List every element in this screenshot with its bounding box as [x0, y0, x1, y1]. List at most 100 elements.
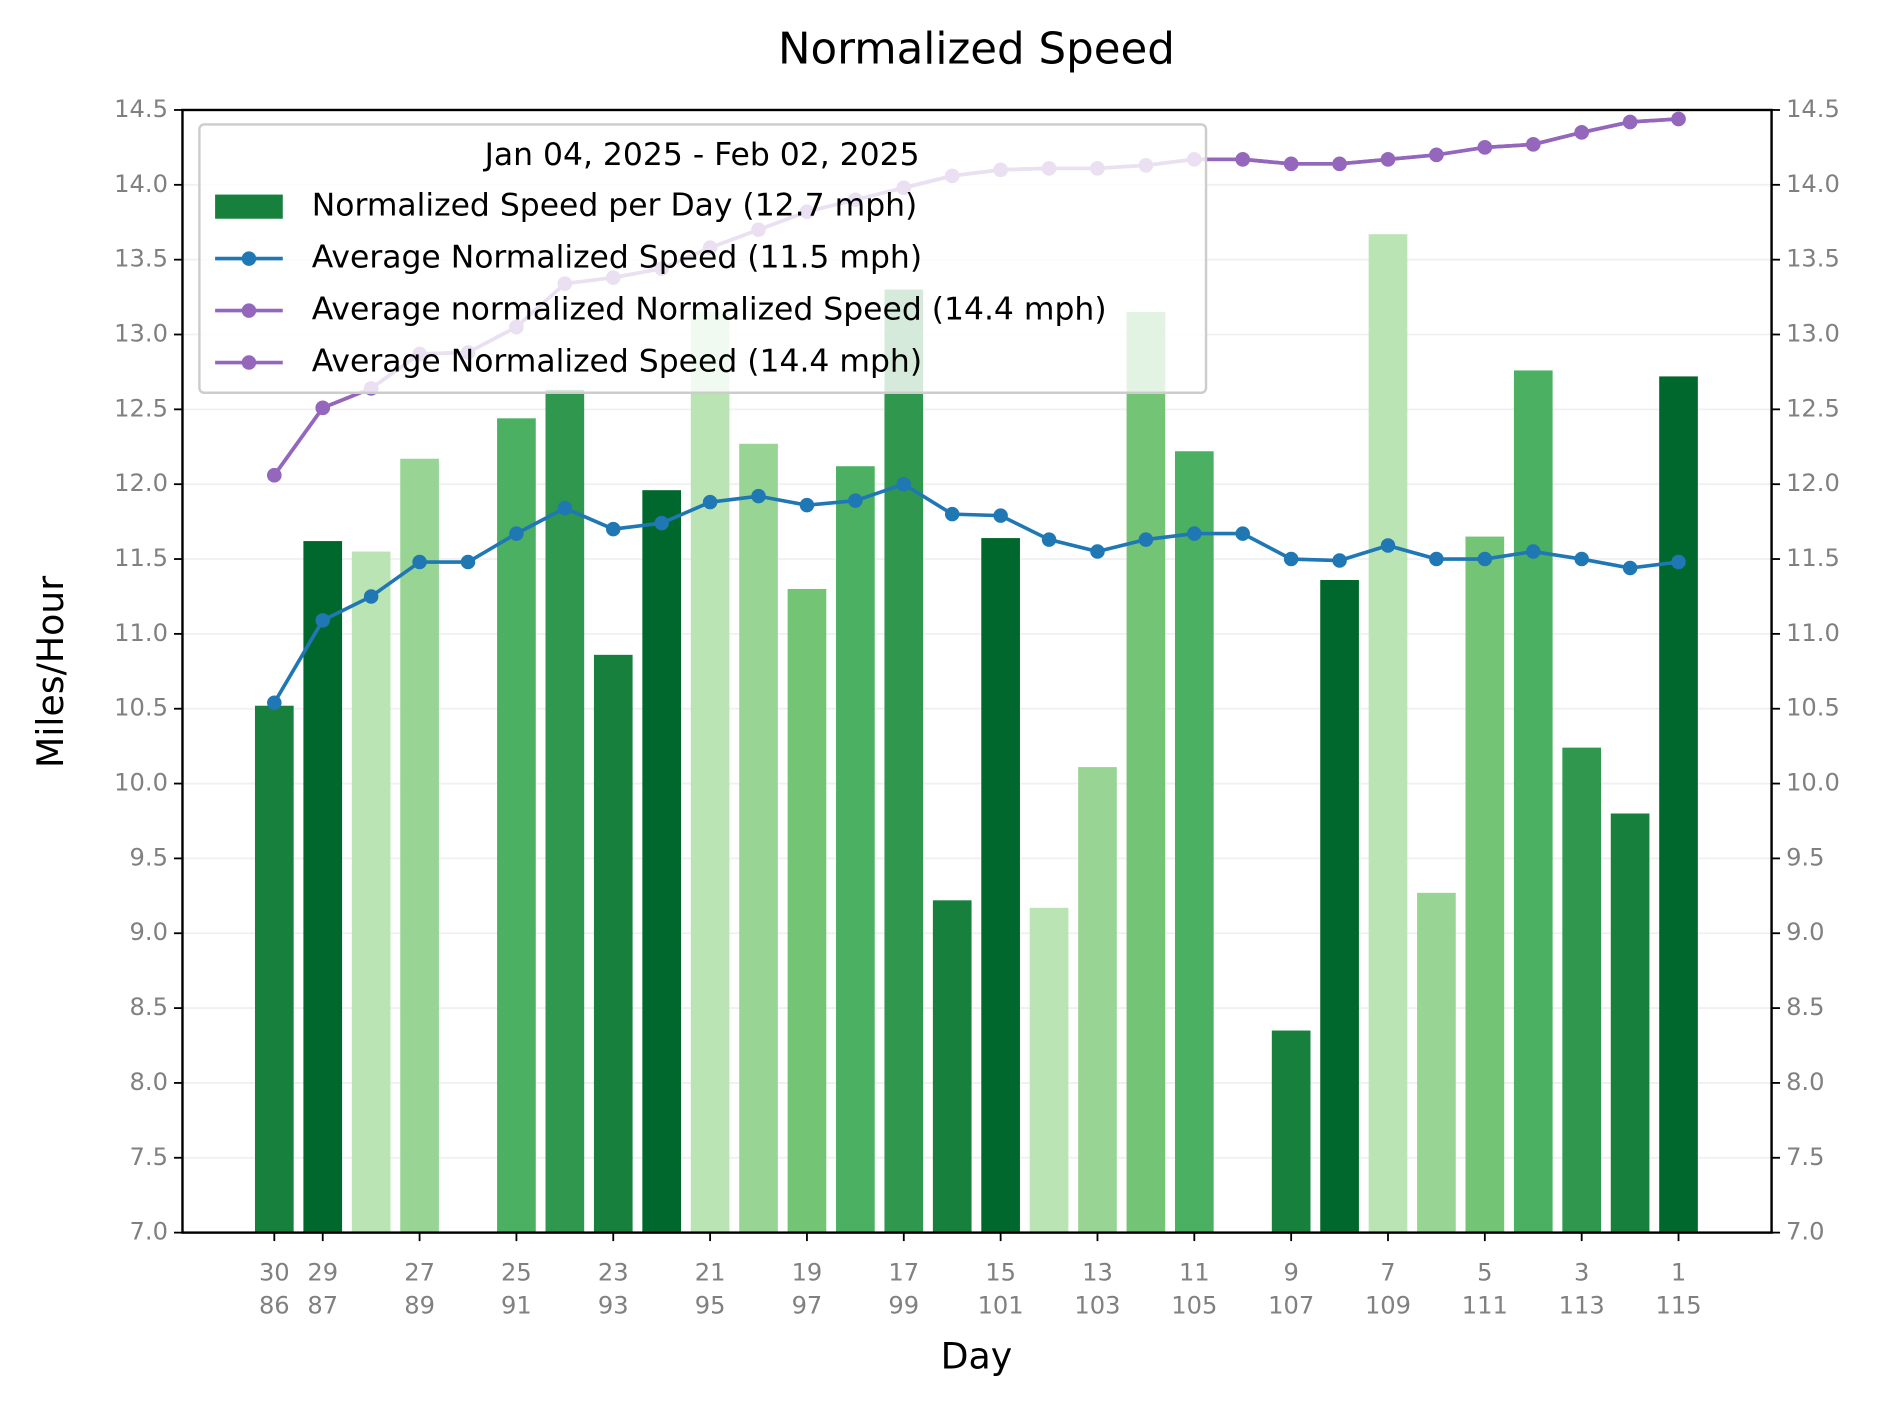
bar	[932, 900, 972, 1233]
line-marker	[557, 500, 573, 516]
y2-tick-label: 10.5	[1786, 694, 1840, 722]
line-marker	[1283, 156, 1299, 172]
x-tick-label: 97	[792, 1291, 823, 1319]
y-tick-label: 10.0	[114, 769, 168, 797]
x-tick-label: 99	[888, 1291, 919, 1319]
line	[272, 482, 1679, 704]
bar	[787, 588, 827, 1233]
bar	[1562, 747, 1602, 1233]
bar	[1271, 1030, 1311, 1233]
bar	[1029, 907, 1069, 1233]
y-tick-label: 9.0	[130, 918, 168, 946]
bar	[1659, 376, 1698, 1233]
line-marker	[993, 508, 1008, 523]
line-marker	[460, 554, 476, 570]
y-tick-label: 14.5	[114, 95, 168, 123]
line-marker	[1380, 538, 1396, 553]
line-marker	[606, 521, 621, 537]
x-tick-label: 25	[501, 1259, 532, 1287]
line-marker	[1332, 553, 1347, 568]
x-tick-label: 105	[1171, 1291, 1217, 1319]
x-axis-label: Day	[941, 1334, 1013, 1377]
x-tick-label: 5	[1477, 1259, 1492, 1287]
y2-tick-label: 7.0	[1786, 1218, 1824, 1246]
y2-tick-label: 8.0	[1786, 1068, 1824, 1096]
line-marker	[267, 467, 282, 483]
x-tick-label: 7	[1380, 1259, 1395, 1287]
y-tick-label: 10.5	[114, 694, 168, 722]
x-tick-label: 107	[1268, 1291, 1314, 1319]
legend-title: Jan 04, 2025 - Feb 02, 2025	[483, 137, 920, 173]
line-marker	[1574, 125, 1589, 140]
line-marker	[1477, 551, 1493, 567]
x-tick-label: 21	[695, 1259, 726, 1287]
legend-label: Average normalized Normalized Speed (14.…	[312, 292, 1107, 328]
bar	[400, 458, 439, 1233]
bar	[836, 466, 875, 1233]
bar	[1610, 813, 1650, 1233]
line-marker	[702, 494, 718, 510]
line-marker	[412, 554, 427, 570]
line-marker	[1332, 156, 1347, 172]
line-marker	[509, 526, 524, 541]
y2-tick-label: 13.5	[1786, 245, 1840, 273]
line-marker	[363, 589, 379, 604]
x-tick-label: 27	[404, 1259, 435, 1287]
y-tick-label: 12.0	[114, 469, 168, 497]
line-marker	[751, 488, 766, 504]
y2-tick-label: 12.0	[1786, 469, 1840, 497]
x-tick-label: 91	[501, 1291, 532, 1319]
x-tick-label: 103	[1074, 1291, 1120, 1319]
x-tick-label: 23	[598, 1259, 629, 1287]
y-tick-label: 7.0	[130, 1218, 168, 1246]
legend-label: Average Normalized Speed (11.5 mph)	[312, 240, 922, 276]
x-tick-label: 86	[259, 1291, 290, 1319]
bar	[303, 541, 343, 1233]
plot-frame	[181, 108, 1773, 1234]
x-tick-label: 9	[1283, 1259, 1298, 1287]
legend-box	[198, 123, 1208, 394]
line-marker	[1380, 152, 1396, 167]
legend-swatch-marker	[241, 251, 257, 266]
y-tick-label: 13.5	[114, 245, 168, 273]
x-tick-label: 115	[1655, 1291, 1701, 1319]
line-marker	[848, 493, 863, 508]
y-tick-label: 8.0	[130, 1068, 168, 1096]
line-marker	[1187, 526, 1202, 541]
line-marker	[1671, 111, 1686, 127]
line-marker	[315, 400, 330, 416]
x-tick-label: 30	[259, 1259, 290, 1287]
y2-tick-label: 11.0	[1786, 619, 1840, 647]
x-tick-label: 93	[598, 1291, 629, 1319]
line-marker	[267, 695, 282, 710]
bar	[1174, 451, 1214, 1233]
bar	[1078, 767, 1117, 1233]
bar	[1126, 312, 1166, 1233]
line-marker	[1283, 551, 1299, 567]
y-tick-label: 11.0	[114, 619, 168, 647]
line-marker	[1526, 544, 1541, 559]
y-tick-label: 9.5	[130, 843, 168, 871]
x-tick-label: 111	[1462, 1291, 1508, 1319]
y2-tick-label: 9.5	[1786, 843, 1824, 871]
y-tick-label: 11.5	[114, 544, 168, 572]
x-tick-label: 1	[1671, 1259, 1686, 1287]
x-tick-label: 109	[1365, 1291, 1411, 1319]
bar	[497, 418, 536, 1233]
line-marker	[896, 476, 912, 492]
line-marker	[1090, 544, 1105, 559]
y2-tick-label: 12.5	[1786, 394, 1840, 422]
y2-tick-label: 14.5	[1786, 95, 1840, 123]
bar	[1465, 536, 1505, 1233]
line-marker	[1429, 551, 1444, 567]
y-tick-label: 13.0	[114, 320, 168, 348]
y-tick-label: 14.0	[114, 170, 168, 198]
bar	[981, 538, 1020, 1233]
line-marker	[1622, 560, 1638, 576]
bar	[1368, 234, 1408, 1233]
y2-tick-label: 13.0	[1786, 320, 1840, 348]
y2-tick-label: 9.0	[1786, 918, 1824, 946]
bar	[1417, 892, 1456, 1233]
line-marker	[1429, 147, 1444, 163]
bar	[593, 654, 633, 1233]
